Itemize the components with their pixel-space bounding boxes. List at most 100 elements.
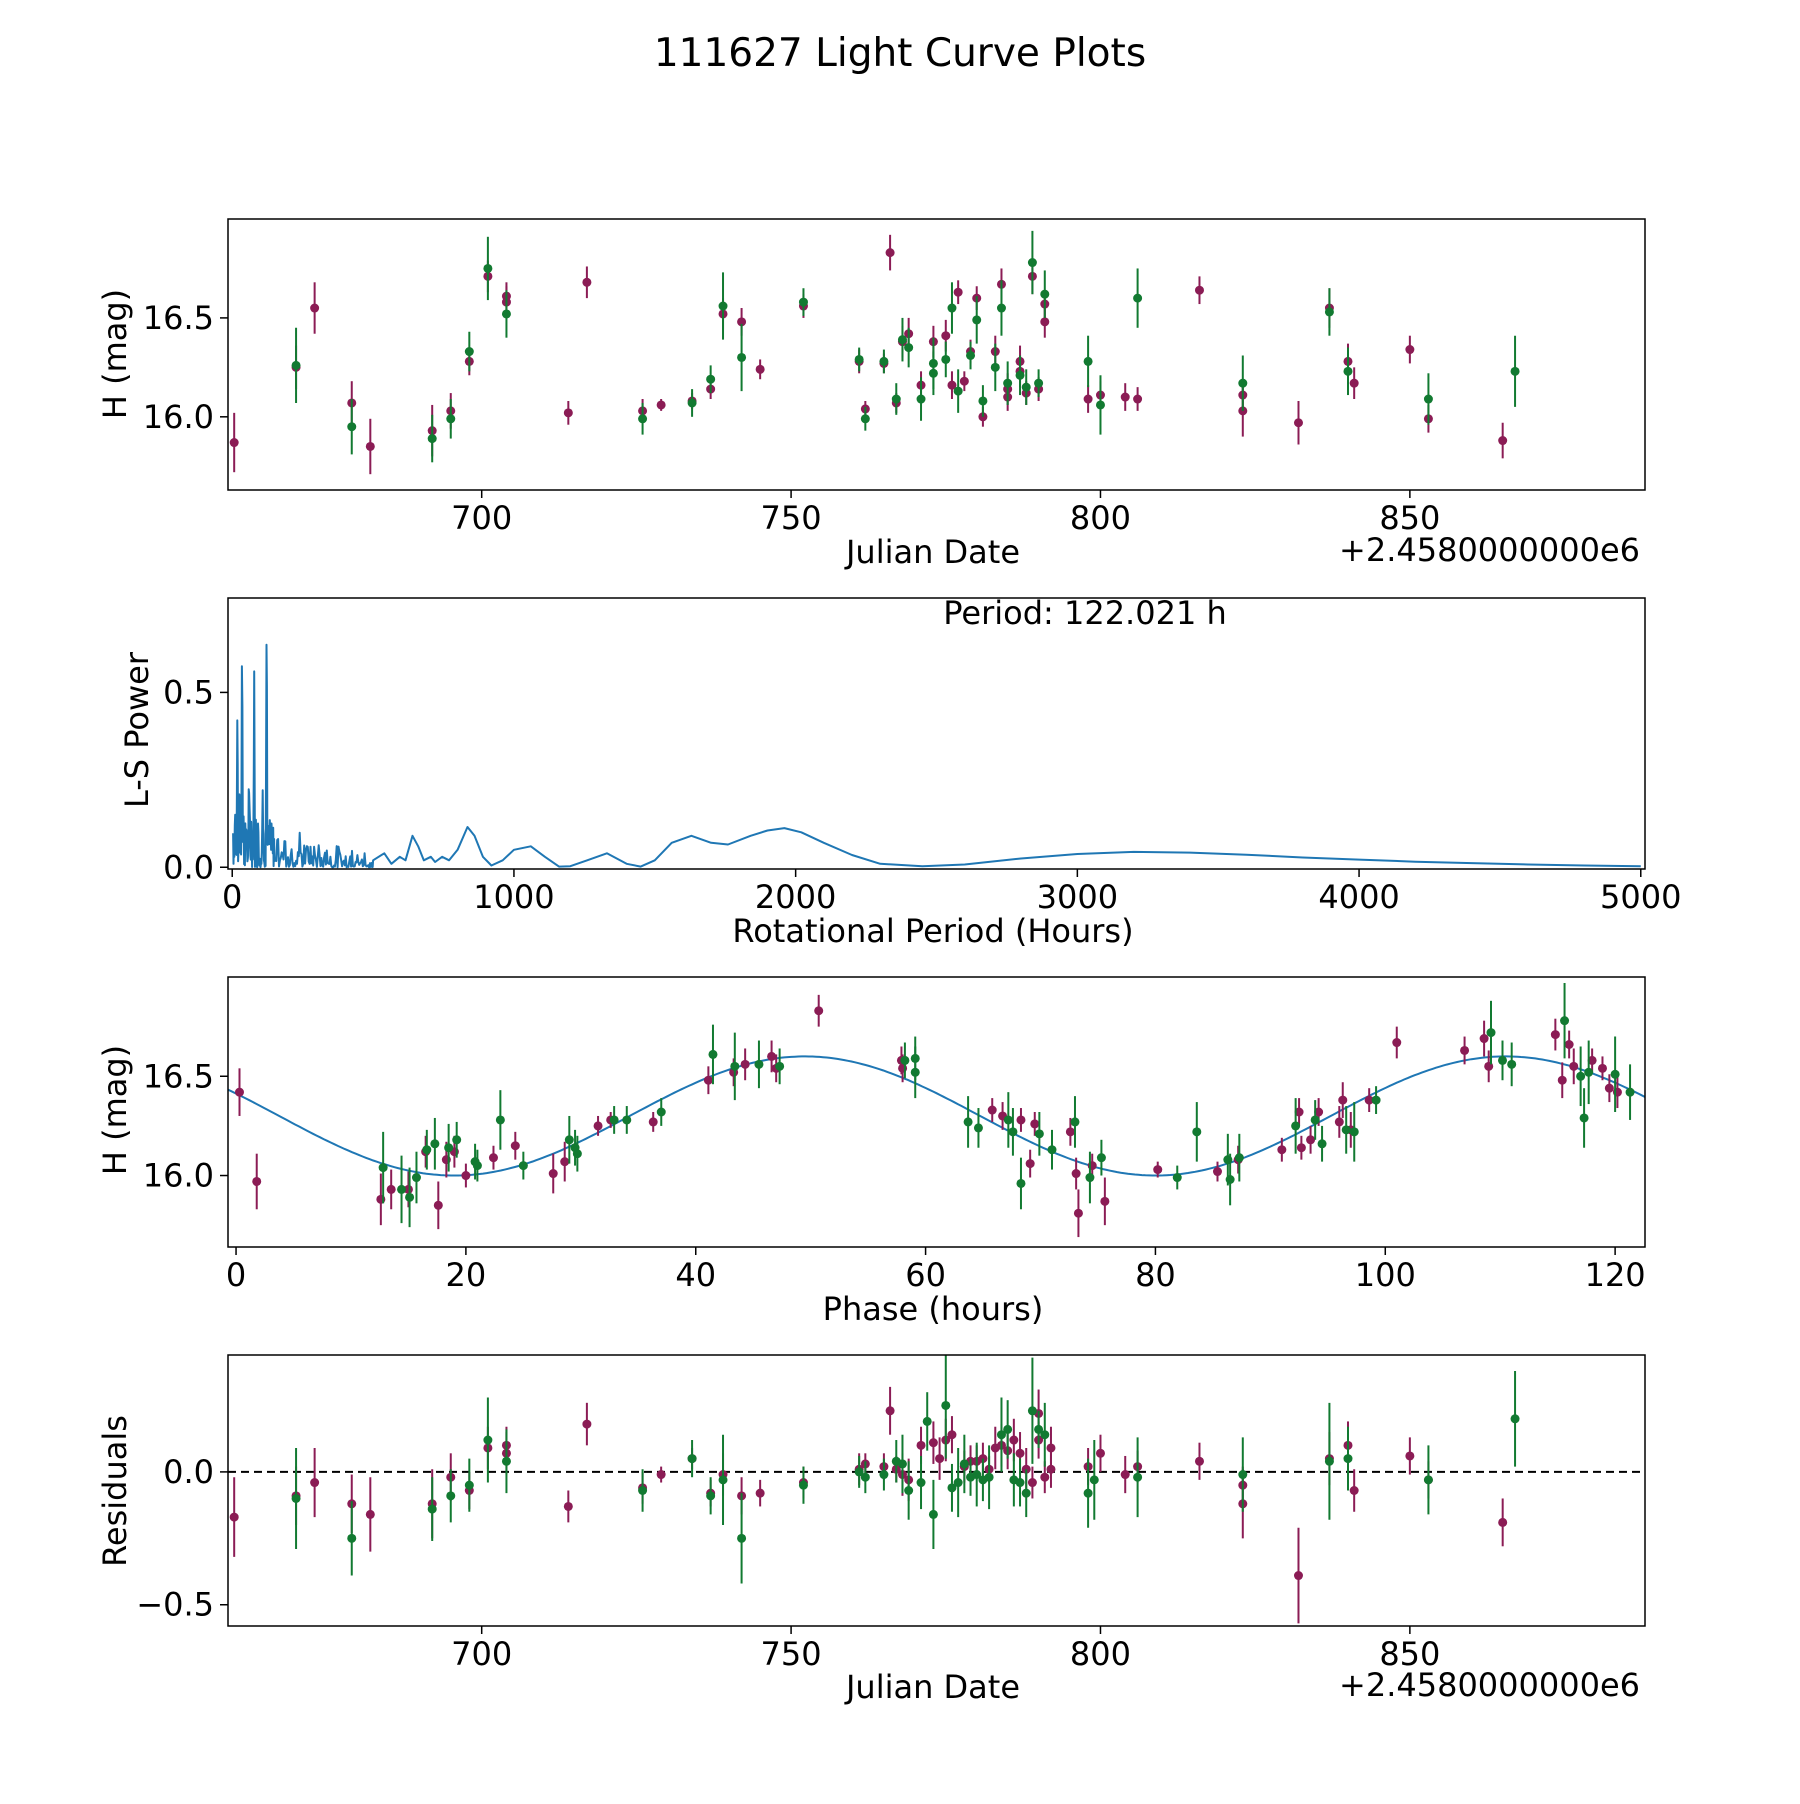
residuals-green-point-29 — [985, 1473, 994, 1482]
residuals-green-point-5 — [483, 1436, 492, 1445]
phased-maroon-point-14 — [594, 1121, 603, 1130]
panel-phased-ylabel: H (mag) — [96, 1045, 134, 1175]
phased-maroon-point-16 — [649, 1117, 658, 1126]
residuals-ytick-label-1: −0.5 — [136, 1586, 214, 1624]
phased-maroon-point-29 — [1030, 1119, 1039, 1128]
lightcurve-green-point-0 — [292, 361, 301, 370]
phased-green-point-26 — [974, 1123, 983, 1132]
lightcurve-maroon-point-46 — [1040, 317, 1049, 326]
lightcurve-green-point-14 — [861, 414, 870, 423]
lightcurve-green-point-6 — [502, 309, 511, 318]
phased-maroon-point-28 — [1026, 1159, 1035, 1168]
lightcurve-green-point-10 — [719, 302, 728, 311]
lightcurve-ytick-label-1: 16.5 — [143, 299, 214, 337]
residuals-maroon-point-28 — [917, 1441, 926, 1450]
lightcurve-green-point-26 — [972, 315, 981, 324]
residuals-green-point-17 — [898, 1459, 907, 1468]
phased-green-point-2 — [405, 1193, 414, 1202]
phased-maroon-point-40 — [1297, 1143, 1306, 1152]
periodogram-ytick-label-1: 0.5 — [163, 673, 214, 711]
panel-periodogram-xlabel: Rotational Period (Hours) — [732, 912, 1133, 950]
phased-ytick-label-0: 16.0 — [143, 1157, 214, 1195]
lightcurve-maroon-point-11 — [564, 408, 573, 417]
lightcurve-green-point-24 — [954, 387, 963, 396]
phased-green-point-32 — [1070, 1117, 1079, 1126]
residuals-green-point-14 — [861, 1473, 870, 1482]
residuals-green-point-11 — [737, 1534, 746, 1543]
lightcurve-xtick-label-1: 750 — [761, 499, 822, 537]
periodogram-xtick-label-5: 5000 — [1600, 878, 1681, 916]
residuals-green-point-45 — [1511, 1414, 1520, 1423]
phased-green-point-1 — [397, 1185, 406, 1194]
phased-maroon-point-30 — [1066, 1127, 1075, 1136]
residuals-maroon-point-42 — [1016, 1449, 1025, 1458]
residuals-xtick-label-3: 850 — [1379, 1635, 1440, 1673]
phased-green-point-5 — [430, 1139, 439, 1148]
residuals-green-point-1 — [347, 1534, 356, 1543]
phased-green-point-39 — [1235, 1153, 1244, 1162]
lightcurve-green-point-36 — [1084, 357, 1093, 366]
residuals-green-point-18 — [904, 1486, 913, 1495]
lightcurve-maroon-point-59 — [1405, 345, 1414, 354]
phased-maroon-point-22 — [814, 1006, 823, 1015]
residuals-ytick-label-0: 0.0 — [163, 1453, 214, 1491]
residuals-green-point-19 — [917, 1478, 926, 1487]
phased-maroon-point-35 — [1153, 1165, 1162, 1174]
phased-maroon-point-6 — [434, 1201, 443, 1210]
residuals-green-point-0 — [292, 1494, 301, 1503]
residuals-green-point-10 — [719, 1475, 728, 1484]
phased-green-point-29 — [1016, 1179, 1025, 1188]
residuals-xtick-label-2: 800 — [1070, 1635, 1131, 1673]
phased-xtick-label-1: 20 — [446, 1256, 487, 1294]
lightcurve-xtick-label-0: 700 — [451, 499, 512, 537]
phased-maroon-point-44 — [1338, 1096, 1347, 1105]
phased-maroon-point-1 — [252, 1177, 261, 1186]
phased-green-point-54 — [1626, 1088, 1635, 1097]
phased-maroon-point-10 — [489, 1153, 498, 1162]
lightcurve-maroon-point-55 — [1294, 418, 1303, 427]
phased-green-point-34 — [1097, 1153, 1106, 1162]
lightcurve-green-point-7 — [638, 414, 647, 423]
lightcurve-green-point-4 — [465, 347, 474, 356]
phased-maroon-point-57 — [1605, 1084, 1614, 1093]
residuals-maroon-point-30 — [935, 1454, 944, 1463]
residuals-maroon-point-2 — [310, 1478, 319, 1487]
lightcurve-xtick-label-2: 800 — [1070, 499, 1131, 537]
panel-residuals-xlabel: Julian Date — [844, 1668, 1020, 1706]
residuals-maroon-point-61 — [1405, 1451, 1414, 1460]
residuals-green-point-33 — [1016, 1478, 1025, 1487]
lightcurve-maroon-point-14 — [657, 400, 666, 409]
phased-maroon-point-43 — [1335, 1117, 1344, 1126]
phased-maroon-point-3 — [387, 1185, 396, 1194]
lightcurve-maroon-point-19 — [756, 365, 765, 374]
residuals-green-point-6 — [502, 1457, 511, 1466]
lightcurve-green-point-17 — [898, 335, 907, 344]
phased-maroon-point-41 — [1306, 1135, 1315, 1144]
phased-green-point-9 — [473, 1161, 482, 1170]
phased-green-point-4 — [422, 1145, 431, 1154]
phased-green-point-3 — [412, 1173, 421, 1182]
periodogram-xtick-label-3: 3000 — [1037, 878, 1118, 916]
phased-xtick-label-3: 60 — [905, 1256, 946, 1294]
residuals-green-point-3 — [446, 1491, 455, 1500]
residuals-maroon-point-19 — [756, 1489, 765, 1498]
residuals-xtick-label-1: 750 — [761, 1635, 822, 1673]
panel-residuals: Residuals Julian Date +2.4580000000e6 70… — [96, 1352, 1680, 1706]
phased-maroon-point-20 — [767, 1052, 776, 1061]
figure-title: 111627 Light Curve Plots — [654, 31, 1146, 76]
residuals-maroon-point-47 — [1040, 1473, 1049, 1482]
lightcurve-maroon-point-24 — [886, 248, 895, 257]
period-annotation: Period: 122.021 h — [943, 594, 1227, 632]
lightcurve-green-point-13 — [855, 355, 864, 364]
phased-maroon-point-31 — [1072, 1169, 1081, 1178]
lightcurve-plot-area — [230, 231, 1681, 476]
lightcurve-maroon-point-12 — [582, 278, 591, 287]
residuals-green-point-44 — [1424, 1475, 1433, 1484]
lightcurve-green-point-1 — [347, 422, 356, 431]
residuals-green-point-8 — [688, 1454, 697, 1463]
residuals-maroon-point-32 — [947, 1430, 956, 1439]
lightcurve-maroon-point-4 — [366, 442, 375, 451]
